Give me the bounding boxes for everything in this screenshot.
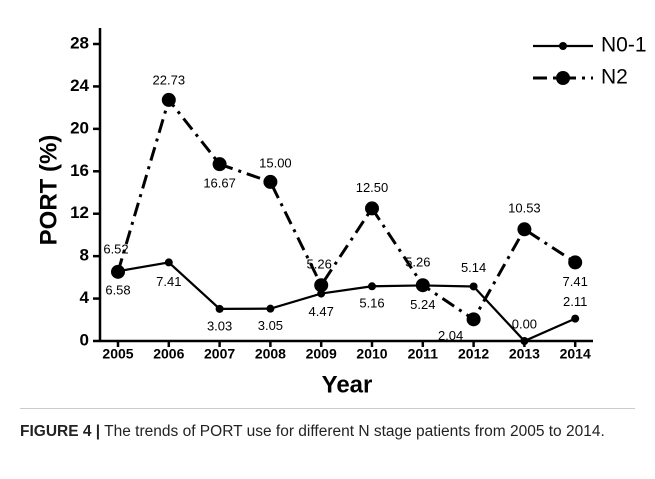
value-label: 5.16 — [359, 296, 384, 311]
data-point — [263, 174, 278, 189]
y-tick-label: 4 — [80, 288, 90, 307]
data-point — [212, 157, 227, 172]
x-tick-label: 2005 — [102, 346, 133, 362]
y-tick-label: 20 — [70, 118, 89, 137]
x-tick-label: 2008 — [255, 346, 286, 362]
value-label: 6.52 — [103, 241, 128, 256]
legend-label: N0-1 — [601, 34, 647, 57]
value-label: 10.53 — [508, 201, 541, 216]
value-label: 16.67 — [203, 176, 236, 191]
y-tick-label: 28 — [70, 33, 89, 52]
value-label: 4.47 — [309, 304, 334, 319]
data-point — [466, 312, 481, 327]
value-label: 2.11 — [563, 294, 587, 309]
legend-label: N2 — [601, 66, 628, 89]
data-point — [517, 222, 532, 237]
value-label: 22.73 — [153, 72, 186, 87]
data-point — [111, 264, 125, 279]
value-label: 7.41 — [563, 274, 588, 289]
y-tick-label: 0 — [80, 330, 89, 349]
x-tick-label: 2006 — [153, 346, 184, 362]
value-label: 2.04 — [438, 328, 463, 343]
value-label: 5.24 — [410, 297, 435, 312]
data-point — [571, 314, 580, 323]
x-tick-label: 2010 — [356, 346, 387, 362]
data-point — [568, 255, 583, 270]
caption-label: FIGURE 4 | — [20, 423, 101, 440]
value-label: 5.14 — [461, 260, 486, 275]
value-label: 3.03 — [207, 318, 232, 333]
data-point — [161, 92, 176, 107]
data-point — [469, 282, 478, 291]
data-point — [164, 258, 173, 267]
caption: FIGURE 4 | The trends of PORT use for di… — [20, 420, 635, 443]
x-axis-label: Year — [322, 371, 373, 398]
legend-marker — [559, 42, 567, 50]
value-label: 0.00 — [512, 316, 537, 331]
x-tick-label: 2014 — [560, 346, 591, 362]
y-tick-label: 12 — [70, 203, 89, 222]
x-tick-label: 2011 — [408, 346, 439, 362]
series-line — [116, 96, 577, 322]
x-tick-label: 2013 — [509, 346, 540, 362]
value-label: 3.05 — [258, 318, 283, 333]
data-point — [215, 304, 224, 313]
data-point — [415, 278, 430, 293]
series-line — [117, 261, 576, 343]
value-label: 5.26 — [307, 257, 332, 272]
x-tick-label: 2007 — [204, 346, 235, 362]
value-label: 6.58 — [105, 283, 130, 298]
legend-marker — [556, 71, 570, 85]
caption-text: The trends of PORT use for different N s… — [104, 423, 605, 440]
value-label: 7.41 — [156, 274, 181, 289]
y-tick-label: 16 — [70, 161, 89, 180]
x-tick-label: 2012 — [458, 346, 489, 362]
y-axis-label: PORT (%) — [35, 135, 62, 246]
data-point — [314, 278, 329, 293]
y-tick-label: 24 — [70, 76, 89, 95]
data-point — [368, 282, 376, 291]
value-label: 5.26 — [405, 255, 430, 270]
data-point — [520, 337, 529, 345]
value-label: 15.00 — [259, 155, 292, 170]
value-label: 12.50 — [356, 180, 389, 195]
data-point — [266, 304, 275, 313]
x-tick-label: 2009 — [306, 346, 337, 362]
data-point — [365, 201, 379, 216]
chart: PORT (%) Year 0 4 8 12 16 20 24 28 2005 2006 2007 2… — [35, 28, 647, 398]
y-tick-label: 8 — [80, 246, 89, 265]
divider — [20, 408, 635, 409]
